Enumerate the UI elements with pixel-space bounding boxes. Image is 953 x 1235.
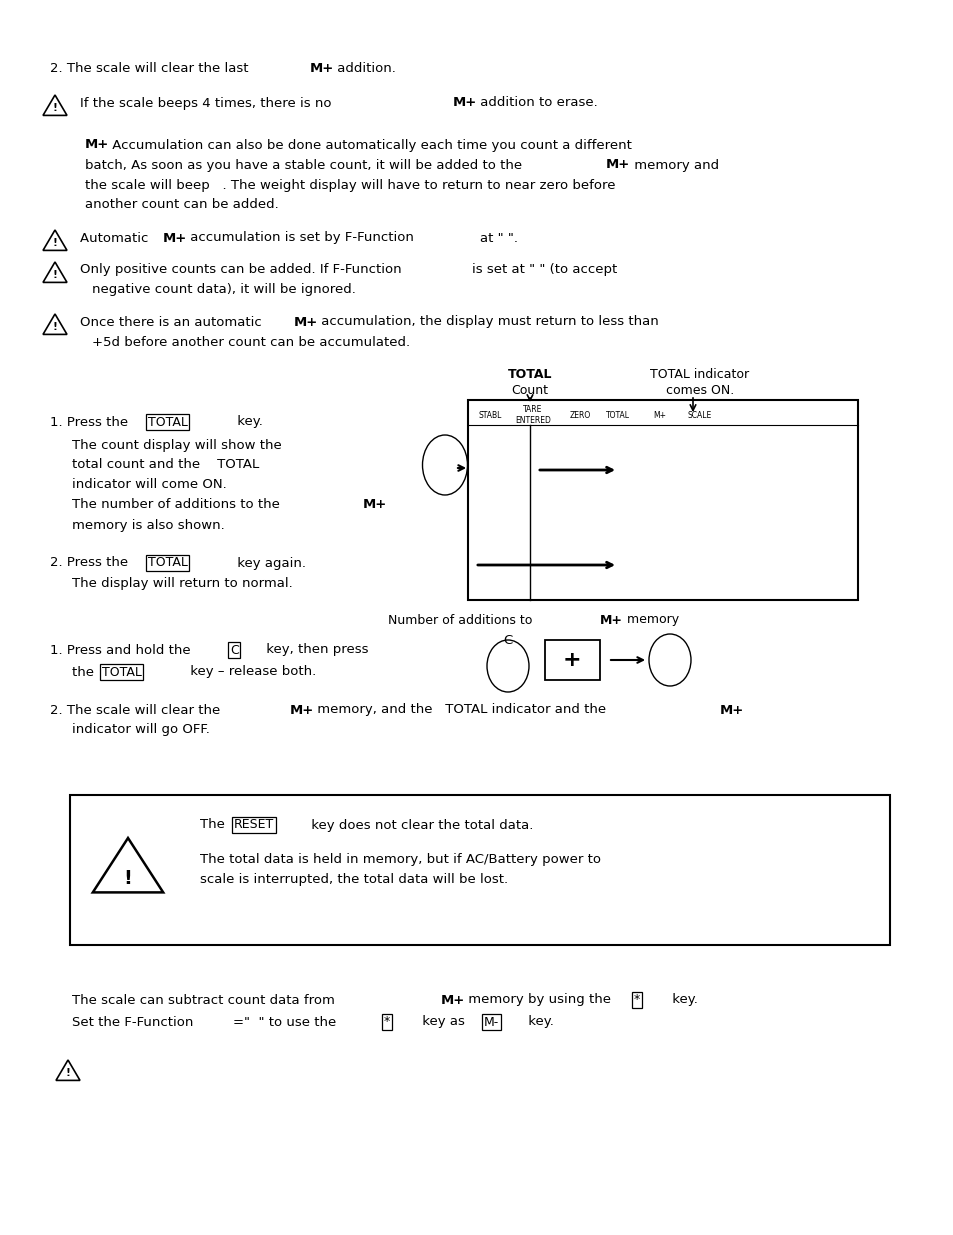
Text: M+: M+: [290, 704, 314, 716]
Text: ZERO: ZERO: [569, 410, 590, 420]
Text: !: !: [52, 104, 57, 114]
Text: M+: M+: [605, 158, 630, 172]
Text: Only positive counts can be added. If F-Function: Only positive counts can be added. If F-…: [80, 263, 401, 277]
Text: M+: M+: [85, 138, 110, 152]
Text: ="  " to use the: =" " to use the: [233, 1015, 340, 1029]
Text: M+: M+: [720, 704, 743, 716]
Text: memory: memory: [622, 614, 679, 626]
Text: TOTAL indicator: TOTAL indicator: [650, 368, 749, 382]
Text: !: !: [52, 270, 57, 280]
Text: SCALE: SCALE: [687, 410, 711, 420]
Text: The scale can subtract count data from: The scale can subtract count data from: [71, 993, 338, 1007]
Text: key.: key.: [523, 1015, 554, 1029]
Text: key.: key.: [667, 993, 698, 1007]
Text: comes ON.: comes ON.: [665, 384, 734, 396]
Text: memory is also shown.: memory is also shown.: [71, 519, 225, 531]
Text: The number of additions to the: The number of additions to the: [71, 499, 284, 511]
Text: accumulation, the display must return to less than: accumulation, the display must return to…: [316, 315, 659, 329]
Text: M+: M+: [163, 231, 187, 245]
Bar: [468, 400, 857, 600]
Bar: [70, 795, 889, 945]
Text: key.: key.: [233, 415, 263, 429]
Text: indicator will come ON.: indicator will come ON.: [71, 478, 227, 492]
Text: The total data is held in memory, but if AC/Battery power to: The total data is held in memory, but if…: [200, 853, 600, 867]
Text: memory, and the   TOTAL indicator and the: memory, and the TOTAL indicator and the: [313, 704, 605, 716]
Text: STABL: STABL: [477, 410, 501, 420]
Text: total count and the    TOTAL: total count and the TOTAL: [71, 458, 259, 472]
Text: *: *: [634, 993, 639, 1007]
Text: Accumulation can also be done automatically each time you count a different: Accumulation can also be done automatica…: [108, 138, 631, 152]
Text: key again.: key again.: [233, 557, 306, 569]
Text: The count display will show the: The count display will show the: [71, 438, 281, 452]
Text: 1. Press and hold the: 1. Press and hold the: [50, 643, 194, 657]
Text: Set the F-Function: Set the F-Function: [71, 1015, 193, 1029]
Text: TARE
ENTERED: TARE ENTERED: [515, 405, 551, 425]
Text: accumulation is set by F-Function: accumulation is set by F-Function: [186, 231, 414, 245]
Text: +: +: [562, 650, 580, 671]
Text: TOTAL: TOTAL: [507, 368, 552, 382]
Text: scale is interrupted, the total data will be lost.: scale is interrupted, the total data wil…: [200, 873, 508, 887]
Text: Number of additions to: Number of additions to: [388, 614, 536, 626]
Text: batch, As soon as you have a stable count, it will be added to the: batch, As soon as you have a stable coun…: [85, 158, 526, 172]
Text: at " ".: at " ".: [479, 231, 517, 245]
Text: the: the: [71, 666, 98, 678]
Text: key, then press: key, then press: [262, 643, 368, 657]
Text: 2. Press the: 2. Press the: [50, 557, 132, 569]
Text: M+: M+: [453, 96, 476, 110]
Text: TOTAL: TOTAL: [605, 410, 629, 420]
Text: M-: M-: [483, 1015, 498, 1029]
Text: 2. The scale will clear the: 2. The scale will clear the: [50, 704, 224, 716]
Text: !: !: [66, 1068, 71, 1078]
Text: The display will return to normal.: The display will return to normal.: [71, 577, 293, 589]
Text: !: !: [124, 868, 132, 888]
Text: C: C: [503, 634, 512, 646]
Text: key as: key as: [417, 1015, 469, 1029]
Text: M+: M+: [653, 410, 666, 420]
Text: negative count data), it will be ignored.: negative count data), it will be ignored…: [91, 284, 355, 296]
Text: C: C: [230, 643, 238, 657]
Text: TOTAL: TOTAL: [148, 557, 188, 569]
Text: M+: M+: [440, 993, 465, 1007]
Bar: [544, 640, 599, 680]
Text: Count: Count: [511, 384, 548, 396]
Text: memory and: memory and: [629, 158, 719, 172]
Text: M+: M+: [294, 315, 318, 329]
Text: key – release both.: key – release both.: [186, 666, 315, 678]
Text: indicator will go OFF.: indicator will go OFF.: [71, 724, 210, 736]
Text: addition.: addition.: [333, 62, 395, 74]
Text: addition to erase.: addition to erase.: [476, 96, 598, 110]
Text: M+: M+: [310, 62, 334, 74]
Text: !: !: [52, 238, 57, 248]
Text: +5d before another count can be accumulated.: +5d before another count can be accumula…: [91, 336, 410, 348]
Text: key does not clear the total data.: key does not clear the total data.: [307, 819, 533, 831]
Text: the scale will beep   . The weight display will have to return to near zero befo: the scale will beep . The weight display…: [85, 179, 615, 191]
Text: 2. The scale will clear the last: 2. The scale will clear the last: [50, 62, 253, 74]
Text: RESET: RESET: [233, 819, 274, 831]
Text: If the scale beeps 4 times, there is no: If the scale beeps 4 times, there is no: [80, 96, 335, 110]
Text: Automatic: Automatic: [80, 231, 152, 245]
Text: TOTAL: TOTAL: [102, 666, 142, 678]
Text: is set at " " (to accept: is set at " " (to accept: [472, 263, 617, 277]
Text: The: The: [200, 819, 229, 831]
Text: 1. Press the: 1. Press the: [50, 415, 132, 429]
Text: M+: M+: [599, 614, 622, 626]
Text: TOTAL: TOTAL: [148, 415, 188, 429]
Text: memory by using the: memory by using the: [463, 993, 615, 1007]
Text: !: !: [52, 322, 57, 332]
Text: Once there is an automatic: Once there is an automatic: [80, 315, 266, 329]
Text: M+: M+: [363, 499, 387, 511]
Text: *: *: [384, 1015, 390, 1029]
Text: another count can be added.: another count can be added.: [85, 199, 278, 211]
